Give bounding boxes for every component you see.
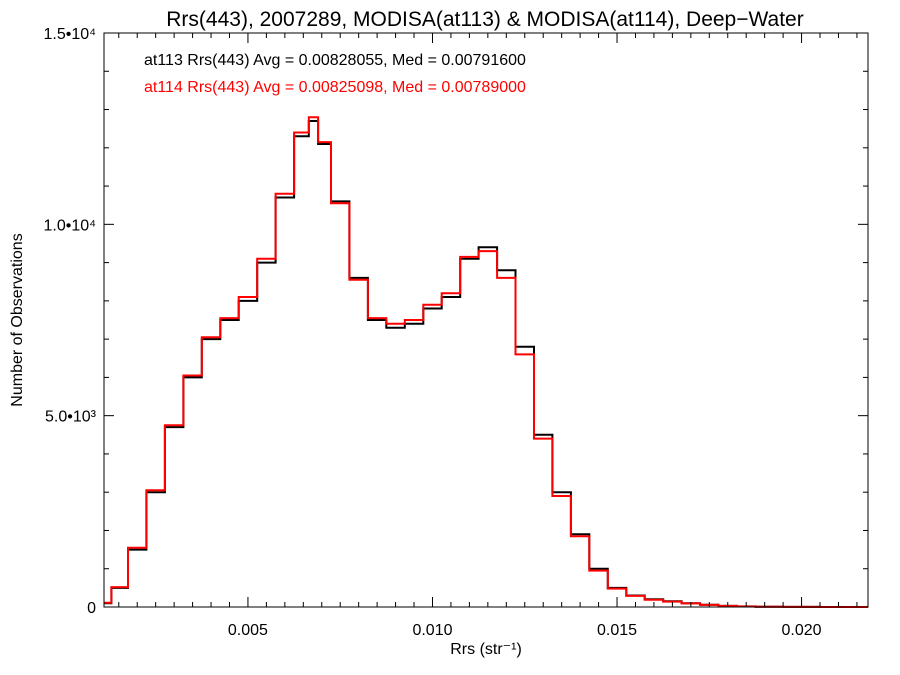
y-tick-label: 0 <box>87 600 96 617</box>
stats-annotation-at113: at113 Rrs(443) Avg = 0.00828055, Med = 0… <box>144 52 526 69</box>
y-tick-label: 5.0•10³ <box>45 409 97 426</box>
plot-series <box>104 116 868 608</box>
x-tick-label: 0.020 <box>782 622 822 639</box>
x-tick-label: 0.015 <box>597 622 637 639</box>
y-tick-label: 1.0•10⁴ <box>43 217 96 234</box>
y-tick-label: 1.5•10⁴ <box>43 26 96 43</box>
series-line-at113 <box>104 120 868 608</box>
x-tick-label: 0.005 <box>228 622 268 639</box>
chart-title: Rrs(443), 2007289, MODISA(at113) & MODIS… <box>166 8 803 31</box>
stats-annotation-at114: at114 Rrs(443) Avg = 0.00825098, Med = 0… <box>144 79 526 96</box>
x-axis-label: Rrs (str⁻¹) <box>450 641 522 658</box>
y-axis-ticks: 0 5.0•10³ 1.0•10⁴ 1.5•10⁴ <box>43 26 868 617</box>
x-tick-label: 0.010 <box>412 622 452 639</box>
x-axis-ticks: 0.005 0.010 0.015 0.020 <box>118 33 858 639</box>
plot-frame <box>103 32 869 608</box>
series-line-at114 <box>104 116 868 608</box>
y-axis-label: Number of Observations <box>9 233 26 406</box>
